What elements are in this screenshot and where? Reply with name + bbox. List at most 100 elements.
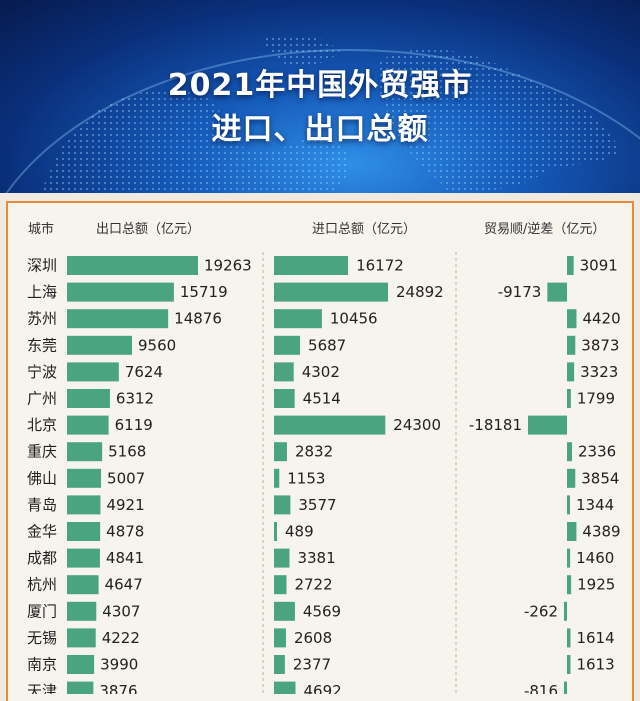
balance-value-label: -816 (524, 682, 558, 694)
export-value-label: 4841 (106, 549, 144, 567)
balance-bar (564, 681, 567, 694)
import-column-header: 进口总额（亿元） (312, 222, 417, 237)
import-value-label: 3381 (297, 549, 335, 567)
city-label: 广州 (27, 390, 57, 408)
export-bar (67, 389, 110, 408)
import-bar (274, 522, 277, 541)
export-bar (67, 548, 100, 568)
export-value-label: 4307 (102, 602, 140, 620)
export-bar (67, 681, 94, 694)
city-label: 杭州 (27, 576, 57, 594)
import-bar (274, 256, 349, 275)
balance-bar (567, 362, 575, 382)
import-value-label: 4692 (303, 682, 341, 694)
city-label: 成都 (27, 549, 57, 567)
chart-title-line1: 2021年中国外贸强市 (167, 68, 473, 103)
balance-value-label: -262 (524, 602, 558, 620)
balance-bar (567, 256, 574, 275)
import-value-label: 10456 (330, 310, 378, 328)
import-value-label: 24892 (396, 283, 444, 301)
balance-value-label: -18181 (469, 416, 522, 434)
export-value-label: 4647 (105, 576, 143, 594)
balance-column-header: 贸易顺/逆差（亿元） (484, 222, 606, 237)
export-value-label: 5168 (108, 443, 146, 461)
export-bar (67, 522, 101, 541)
export-value-label: 6312 (116, 390, 154, 408)
export-bar (67, 655, 95, 674)
balance-bar (567, 442, 573, 462)
balance-bar (567, 628, 571, 648)
export-value-label: 6119 (115, 416, 153, 434)
export-bar (67, 495, 101, 515)
balance-value-label: 4389 (582, 523, 620, 541)
balance-bar (567, 495, 570, 515)
balance-value-label: 3854 (581, 469, 619, 487)
balance-value-label: 1344 (576, 496, 614, 514)
import-bar (274, 655, 285, 674)
export-bar (67, 335, 133, 355)
balance-value-label: 3091 (580, 257, 618, 275)
import-value-label: 2608 (294, 629, 332, 647)
balance-value-label: 2336 (578, 443, 616, 461)
export-value-label: 3876 (99, 682, 137, 694)
city-label: 北京 (27, 416, 57, 434)
balance-bar (564, 601, 567, 621)
balance-value-label: 1614 (576, 629, 614, 647)
import-value-label: 2377 (293, 656, 331, 674)
balance-value-label: 4420 (582, 310, 620, 328)
city-label: 上海 (27, 283, 57, 301)
import-bar (274, 601, 295, 621)
import-bar (274, 575, 287, 595)
city-label: 深圳 (27, 257, 57, 275)
export-value-label: 9560 (138, 336, 176, 354)
export-value-label: 7624 (125, 363, 163, 381)
balance-bar (528, 415, 567, 435)
import-value-label: 4569 (303, 602, 341, 620)
export-bar (67, 601, 97, 621)
import-value-label: 2832 (295, 443, 333, 461)
city-label: 佛山 (27, 469, 57, 487)
export-value-label: 15719 (180, 283, 228, 301)
city-label: 东莞 (27, 336, 57, 354)
export-value-label: 14876 (174, 310, 222, 328)
balance-bar (567, 655, 571, 674)
import-bar (274, 468, 280, 488)
import-value-label: 1153 (287, 469, 325, 487)
balance-bar (567, 468, 576, 488)
city-label: 金华 (27, 523, 57, 541)
import-value-label: 4302 (302, 363, 340, 381)
import-value-label: 3577 (298, 496, 336, 514)
import-value-label: 16172 (356, 257, 404, 275)
city-label: 天津 (27, 682, 57, 694)
city-label: 青岛 (27, 496, 57, 514)
import-bar (274, 362, 294, 382)
city-label: 厦门 (27, 602, 57, 620)
balance-value-label: 3873 (581, 336, 619, 354)
import-bar (274, 628, 286, 648)
city-label: 重庆 (27, 443, 57, 461)
balance-value-label: 3323 (580, 363, 618, 381)
export-bar (67, 468, 102, 488)
balance-bar (547, 282, 567, 302)
import-bar (274, 282, 388, 302)
balance-value-label: 1925 (577, 576, 615, 594)
globe-illustration (5, 34, 640, 193)
export-bar (67, 282, 174, 302)
import-value-label: 489 (285, 523, 314, 541)
export-column-header: 出口总额（亿元） (96, 222, 201, 237)
export-value-label: 4222 (102, 629, 140, 647)
import-bar (274, 495, 291, 515)
city-label: 无锡 (27, 629, 57, 647)
import-value-label: 4514 (303, 390, 341, 408)
import-value-label: 2722 (294, 576, 332, 594)
balance-value-label: -9173 (498, 283, 542, 301)
balance-value-label: 1613 (576, 656, 614, 674)
import-bar (274, 548, 290, 568)
city-label: 苏州 (27, 310, 57, 328)
export-bar (67, 309, 169, 329)
balance-value-label: 1460 (576, 549, 614, 567)
city-column-header: 城市 (28, 222, 55, 237)
export-bar (67, 256, 198, 275)
export-value-label: 19263 (204, 257, 252, 275)
